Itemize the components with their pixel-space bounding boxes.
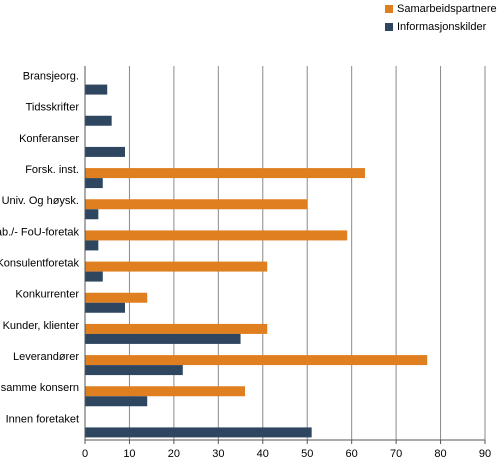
bar-informasjonskilder-leverandører xyxy=(85,365,183,376)
bar-informasjonskilder-univ-og-høysk xyxy=(85,209,99,220)
category-label-tidsskrifter: Tidsskrifter xyxy=(26,102,80,114)
bar-samarbeidspartnere-leverandører xyxy=(85,355,428,366)
x-tick-label-30: 30 xyxy=(212,448,224,460)
x-tick-label-90: 90 xyxy=(479,448,491,460)
category-label-konsulentforetak: Konsulentforetak xyxy=(0,257,79,269)
x-tick-label-20: 20 xyxy=(168,448,180,460)
category-label-konkurrenter: Konkurrenter xyxy=(15,289,79,301)
bar-samarbeidspartnere-kunder-klienter xyxy=(85,323,268,334)
category-label-kunder-klienter: Kunder, klienter xyxy=(3,320,80,332)
category-label-lab-fou-foretak: Lab./- FoU-foretak xyxy=(0,226,79,238)
bar-informasjonskilder-i-samme-konsern xyxy=(85,396,148,407)
bar-samarbeidspartnere-lab-fou-foretak xyxy=(85,230,348,241)
bar-samarbeidspartnere-forsk-inst xyxy=(85,168,365,179)
bar-informasjonskilder-forsk-inst xyxy=(85,178,103,189)
bar-informasjonskilder-konkurrenter xyxy=(85,302,125,313)
x-tick-label-80: 80 xyxy=(434,448,446,460)
category-label-konferanser: Konferanser xyxy=(19,133,79,145)
bar-samarbeidspartnere-univ-og-høysk xyxy=(85,199,308,210)
category-label-i-samme-konsern: I samme konsern xyxy=(0,382,79,394)
x-tick-label-10: 10 xyxy=(123,448,135,460)
legend: Samarbeidspartnere Informasjonskilder xyxy=(385,3,497,33)
bar-samarbeidspartnere-i-samme-konsern xyxy=(85,386,245,397)
bar-informasjonskilder-kunder-klienter xyxy=(85,333,241,344)
bars xyxy=(85,84,428,438)
category-label-innen-foretaket: Innen foretaket xyxy=(6,413,79,425)
category-label-bransjeorg: Bransjeorg. xyxy=(23,70,79,82)
bar-samarbeidspartnere-konkurrenter xyxy=(85,292,148,303)
tick-labels: 0 10 20 30 40 50 60 70 80 90 xyxy=(82,448,491,460)
legend-swatch-informasjonskilder xyxy=(385,23,393,31)
x-tick-label-60: 60 xyxy=(346,448,358,460)
bar-informasjonskilder-konferanser xyxy=(85,146,125,157)
axes xyxy=(84,66,486,444)
category-label-forsk-inst: Forsk. inst. xyxy=(25,164,79,176)
bar-informasjonskilder-bransjeorg xyxy=(85,84,108,95)
legend-label-informasjonskilder: Informasjonskilder xyxy=(397,21,487,33)
x-tick-label-50: 50 xyxy=(301,448,313,460)
bar-samarbeidspartnere-konsulentforetak xyxy=(85,261,268,272)
category-label-leverandører: Leverandører xyxy=(13,351,79,363)
x-tick-label-0: 0 xyxy=(82,448,88,460)
legend-label-samarbeidspartnere: Samarbeidspartnere xyxy=(397,3,497,15)
category-labels: Bransjeorg. Tidsskrifter Konferanser Forsk.… xyxy=(0,70,79,425)
x-tick-label-70: 70 xyxy=(390,448,402,460)
legend-swatch-samarbeidspartnere xyxy=(385,5,393,13)
bar-informasjonskilder-lab-fou-foretak xyxy=(85,240,99,251)
category-label-univ-og-høysk: Univ. Og høysk. xyxy=(2,195,79,207)
bar-informasjonskilder-innen-foretaket xyxy=(85,427,312,438)
bar-informasjonskilder-tidsskrifter xyxy=(85,115,112,126)
bar-informasjonskilder-konsulentforetak xyxy=(85,271,103,282)
x-tick-label-40: 40 xyxy=(257,448,269,460)
gridlines xyxy=(128,66,486,440)
